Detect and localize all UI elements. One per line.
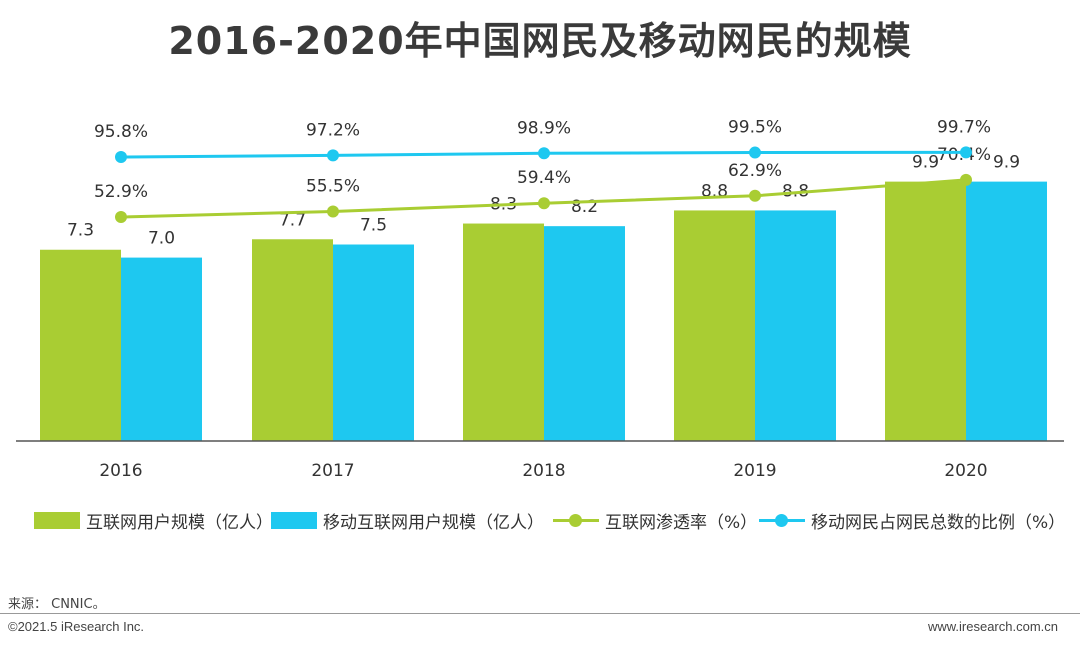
legend-swatch-green-line	[553, 512, 599, 529]
bar-mobile-users-2019	[755, 210, 836, 441]
legend-swatch-cyan-line	[759, 512, 805, 529]
data-label-internet-users-2016: 7.3	[67, 221, 94, 241]
point-penetration-2016	[115, 211, 127, 223]
data-label-penetration-2018: 59.4%	[517, 168, 571, 188]
data-label-mobile-ratio-2020: 99.7%	[937, 117, 991, 137]
legend-swatch-green-bar	[34, 512, 80, 529]
data-label-penetration-2016: 52.9%	[94, 182, 148, 202]
point-penetration-2020	[960, 173, 972, 186]
copyright: ©2021.5 iResearch Inc.	[8, 619, 145, 634]
data-label-mobile-ratio-2018: 98.9%	[517, 118, 571, 138]
point-penetration-2017	[327, 205, 339, 218]
bar-mobile-users-2018	[544, 226, 625, 441]
bar-internet-users-2016	[40, 249, 121, 441]
data-label-internet-users-2020: 9.9	[912, 153, 939, 173]
x-tick-label-2019: 2019	[733, 461, 776, 481]
point-penetration-2019	[749, 189, 761, 202]
point-mobile-ratio-2020	[960, 146, 972, 159]
bar-internet-users-2017	[252, 239, 333, 441]
data-label-mobile-users-2016: 7.0	[148, 229, 175, 249]
x-tick-label-2018: 2018	[522, 461, 565, 481]
legend-item-mobile-users: 移动互联网用户规模（亿人）	[271, 508, 544, 533]
point-mobile-ratio-2019	[749, 146, 761, 159]
point-mobile-ratio-2016	[115, 151, 127, 163]
legend-label: 移动互联网用户规模（亿人）	[323, 513, 544, 533]
data-label-penetration-2019: 62.9%	[728, 161, 782, 181]
legend-swatch-cyan-bar	[271, 512, 317, 529]
bar-internet-users-2020	[885, 181, 966, 441]
bar-mobile-users-2016	[121, 257, 202, 441]
point-penetration-2018	[538, 197, 550, 210]
legend-label: 移动网民占网民总数的比例（%）	[811, 513, 1066, 533]
x-tick-label-2020: 2020	[944, 461, 987, 481]
point-mobile-ratio-2017	[327, 149, 339, 162]
website-url: www.iresearch.com.cn	[927, 619, 1058, 634]
x-tick-label-2017: 2017	[311, 461, 354, 481]
x-tick-label-2016: 2016	[99, 461, 142, 481]
data-label-internet-users-2017: 7.7	[279, 210, 306, 230]
source-note: 来源： CNNIC。	[8, 597, 106, 612]
data-label-penetration-2017: 55.5%	[306, 176, 360, 196]
data-label-mobile-ratio-2016: 95.8%	[94, 122, 148, 142]
legend-label: 互联网用户规模（亿人）	[86, 513, 273, 533]
bar-internet-users-2018	[463, 223, 544, 441]
data-label-mobile-users-2020: 9.9	[993, 153, 1020, 173]
bar-mobile-users-2017	[333, 244, 414, 441]
data-label-mobile-ratio-2017: 97.2%	[306, 120, 360, 140]
legend-item-penetration: 互联网渗透率（%）	[553, 508, 757, 533]
bar-internet-users-2019	[674, 210, 755, 441]
footer-divider	[0, 613, 1080, 614]
chart-title: 2016-2020年中国网民及移动网民的规模	[168, 19, 912, 63]
legend-item-mobile-ratio: 移动网民占网民总数的比例（%）	[759, 508, 1065, 533]
legend-label: 互联网渗透率（%）	[605, 513, 758, 533]
legend: 互联网用户规模（亿人） 移动互联网用户规模（亿人） 互联网渗透率（%） 移动网民…	[0, 508, 1080, 538]
legend-item-internet-users: 互联网用户规模（亿人）	[34, 508, 273, 533]
data-label-mobile-users-2017: 7.5	[360, 216, 387, 236]
point-mobile-ratio-2018	[538, 147, 550, 160]
data-label-mobile-ratio-2019: 99.5%	[728, 118, 782, 138]
bar-mobile-users-2020	[966, 181, 1047, 441]
